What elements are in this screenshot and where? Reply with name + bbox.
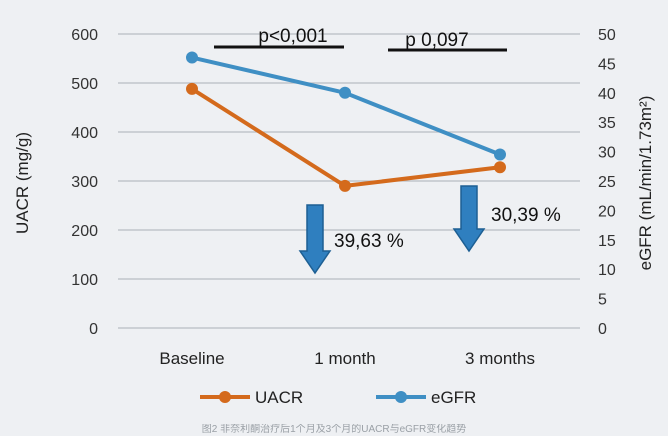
y-left-tick-label: 400: [71, 125, 98, 142]
y-right-tick-label: 5: [598, 292, 607, 309]
y-right-tick-label: 40: [598, 86, 616, 103]
y-left-tick-label: 600: [71, 27, 98, 44]
y-right-tick-label: 20: [598, 203, 616, 220]
y-right-tick-label: 10: [598, 262, 616, 279]
figure-caption: 图2 非奈利酮治疗后1个月及3个月的UACR与eGFR变化趋势: [201, 424, 467, 435]
change-2-label: 30,39 %: [491, 205, 561, 226]
y-axis-right-title: eGFR (mL/min/1.73m²): [636, 96, 655, 271]
y-left-tick-label: 500: [71, 76, 98, 93]
y-right-tick-label: 30: [598, 145, 616, 162]
pvalue-2-label: p 0,097: [405, 30, 468, 51]
egfr-data-point: [339, 86, 351, 99]
egfr-data-point: [186, 51, 198, 64]
y-right-tick-label: 35: [598, 115, 616, 132]
egfr-series-line: [191, 55, 501, 157]
y-right-tick-label: 50: [598, 27, 616, 44]
y-left-tick-label: 0: [89, 321, 98, 338]
y-left-tick-label: 300: [71, 174, 98, 191]
y-left-tick-label: 200: [71, 223, 98, 240]
egfr-data-point: [494, 148, 506, 161]
legend-label: UACR: [255, 388, 303, 407]
y-right-tick-label: 0: [598, 321, 607, 338]
y-right-tick-label: 15: [598, 233, 616, 250]
legend-marker: [395, 391, 407, 403]
y-left-tick-label: 100: [71, 272, 98, 289]
x-tick-label: Baseline: [159, 349, 224, 368]
x-tick-label: 3 months: [465, 349, 535, 368]
down-arrow-icon: [298, 204, 332, 275]
pvalue-1-label: p<0,001: [258, 26, 327, 47]
y-axis-left-title: UACR (mg/g): [13, 132, 32, 234]
y-right-tick-label: 25: [598, 174, 616, 191]
uacr-data-point: [494, 161, 506, 174]
uacr-data-point: [186, 82, 198, 95]
legend-label: eGFR: [431, 388, 476, 407]
change-1-label: 39,63 %: [334, 231, 404, 252]
uacr-egfr-line-chart: 0 100 200 300 400 500 600 0 5 10 15 20 25 30 35 40 45 50 B…: [13, 26, 655, 407]
uacr-data-point: [339, 179, 351, 192]
legend-marker: [219, 391, 231, 403]
y-right-tick-label: 45: [598, 56, 616, 73]
x-tick-label: 1 month: [314, 349, 375, 368]
down-arrow-icon: [452, 185, 486, 253]
